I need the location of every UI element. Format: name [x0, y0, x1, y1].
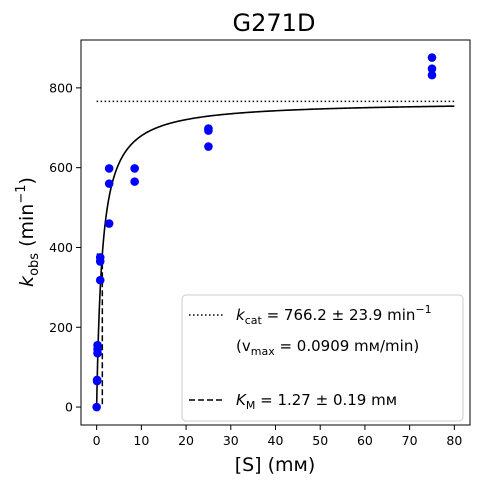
data-point — [130, 164, 139, 173]
data-point — [104, 179, 114, 188]
x-tick-label: 0 — [93, 433, 101, 448]
data-point — [427, 64, 437, 74]
y-axis-label: kobs (min−1) — [14, 177, 42, 287]
data-point — [93, 340, 102, 350]
data-point — [92, 402, 101, 412]
ylabel-unit-close: ) — [16, 177, 38, 184]
data-point — [104, 219, 114, 228]
chart-title: G271D — [233, 9, 316, 37]
y-tick-label: 0 — [65, 400, 73, 415]
fit-curve — [95, 105, 455, 408]
x-tick-label: 70 — [402, 433, 418, 448]
legend-km-label: KM = 1.27 ± 0.19 mм — [236, 391, 397, 412]
y-tick-label: 200 — [49, 320, 73, 335]
legend-kcat-label: kcat = 766.2 ± 23.9 min−1 — [236, 303, 432, 327]
legend-vmax-label: (vmax = 0.0909 mм/min) — [236, 337, 419, 358]
data-point — [104, 164, 114, 173]
ylabel-sub: obs — [27, 253, 42, 276]
legend: kcat = 766.2 ± 23.9 min−1 (vmax = 0.0909… — [181, 294, 464, 422]
y-tick-label: 800 — [49, 80, 73, 95]
data-point — [427, 53, 437, 62]
ylabel-unit-open: (min — [16, 204, 38, 253]
x-tick-label: 60 — [357, 433, 373, 448]
data-point — [92, 375, 102, 385]
y-tick-label: 400 — [49, 240, 73, 255]
x-tick-label: 40 — [268, 433, 284, 448]
y-tick-label: 600 — [49, 160, 73, 175]
x-axis-label: [S] (mм) — [235, 454, 316, 476]
x-tick-label: 10 — [133, 433, 149, 448]
x-tick-label: 20 — [178, 433, 194, 448]
data-point — [130, 177, 139, 186]
legend-box — [181, 294, 464, 422]
plot-area — [92, 53, 455, 412]
x-tick-label: 50 — [312, 433, 328, 448]
x-tick-label: 80 — [446, 433, 462, 448]
data-point — [204, 142, 213, 151]
x-tick-label: 30 — [223, 433, 239, 448]
data-point — [427, 70, 437, 80]
data-point — [95, 275, 105, 285]
ylabel-k: k — [16, 275, 38, 287]
ylabel-unit-sup: −1 — [14, 184, 29, 203]
data-point — [204, 124, 213, 133]
axes-frame — [80, 39, 471, 426]
data-point — [95, 253, 105, 262]
